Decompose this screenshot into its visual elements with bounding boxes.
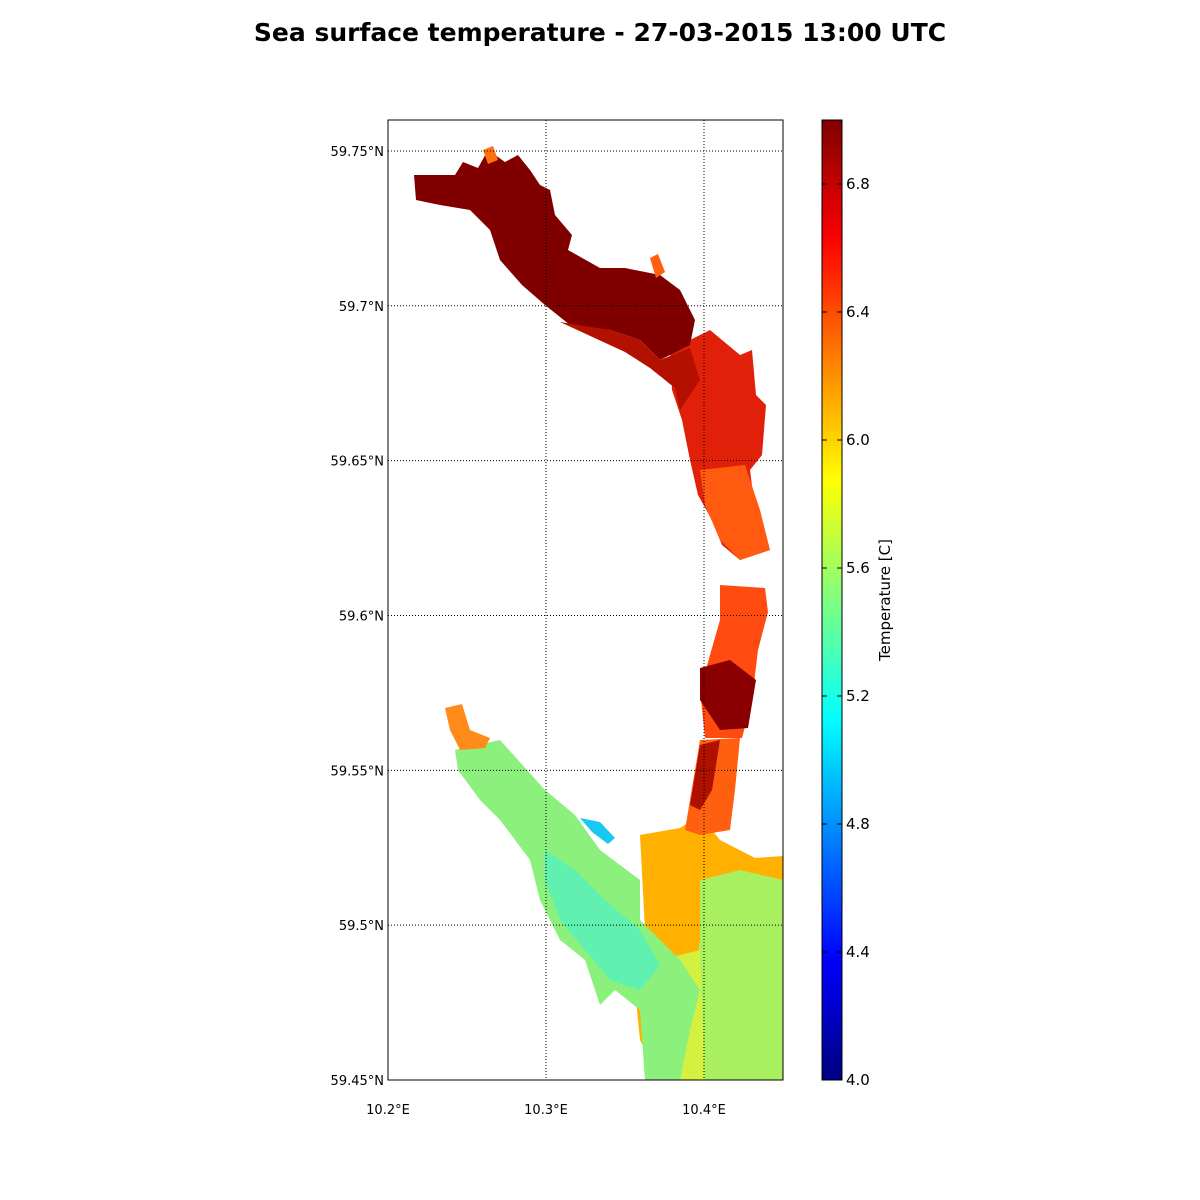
- field-channel-middle-dark: [700, 660, 756, 730]
- colorbar-tick-label-7: 6.8: [846, 175, 870, 193]
- colorbar-tick-label-4: 5.6: [846, 559, 870, 577]
- latitude-labels: 59.75°N 59.7°N 59.65°N 59.6°N 59.55°N 59.5°N 5…: [331, 145, 384, 1089]
- lat-label-6: 59.45°N: [331, 1074, 384, 1089]
- field-upper-east-orange: [700, 465, 770, 560]
- field-northern-tip-orange: [650, 254, 665, 278]
- field-northern-tip-orange2: [483, 146, 498, 164]
- lat-label-0: 59.75°N: [331, 145, 384, 160]
- field-northern-arm: [414, 150, 695, 360]
- map-frame: [387, 119, 784, 1081]
- field-southwest-tip: [445, 704, 490, 750]
- colorbar-tick-label-1: 4.4: [846, 943, 870, 961]
- colorbar: [821, 119, 843, 1081]
- field-channel-south-dark: [690, 740, 720, 810]
- lon-label-1: 10.3°E: [524, 1103, 568, 1118]
- lat-label-1: 59.7°N: [339, 300, 384, 315]
- lon-label-0: 10.2°E: [366, 1103, 410, 1118]
- colorbar-label: Temperature [C]: [876, 539, 894, 662]
- colorbar-tick-label-3: 5.2: [846, 687, 870, 705]
- map-title: Sea surface temperature - 27-03-2015 13:…: [253, 18, 947, 47]
- colorbar-tick-label-5: 6.0: [846, 431, 870, 449]
- colorbar-tick-label-2: 4.8: [846, 815, 870, 833]
- lon-label-2: 10.4°E: [682, 1103, 726, 1118]
- lat-label-4: 59.55°N: [331, 764, 384, 779]
- longitude-labels: 10.2°E 10.3°E 10.4°E: [366, 1103, 726, 1118]
- colorbar-tick-label-0: 4.0: [846, 1071, 870, 1089]
- field-southeast-green: [690, 870, 783, 1080]
- lat-label-5: 59.5°N: [339, 919, 384, 934]
- temperature-field: [414, 146, 783, 1080]
- field-northern-arm-lower: [560, 322, 700, 410]
- field-cyan-strip: [580, 818, 615, 844]
- colorbar-tick-label-6: 6.4: [846, 303, 870, 321]
- lat-label-3: 59.6°N: [339, 609, 384, 624]
- lat-label-2: 59.65°N: [331, 455, 384, 470]
- field-southwest-cyan: [545, 850, 660, 990]
- colorbar-ticks: 4.0 4.4 4.8 5.2 5.6 6.0 6.4 6.8: [822, 175, 870, 1089]
